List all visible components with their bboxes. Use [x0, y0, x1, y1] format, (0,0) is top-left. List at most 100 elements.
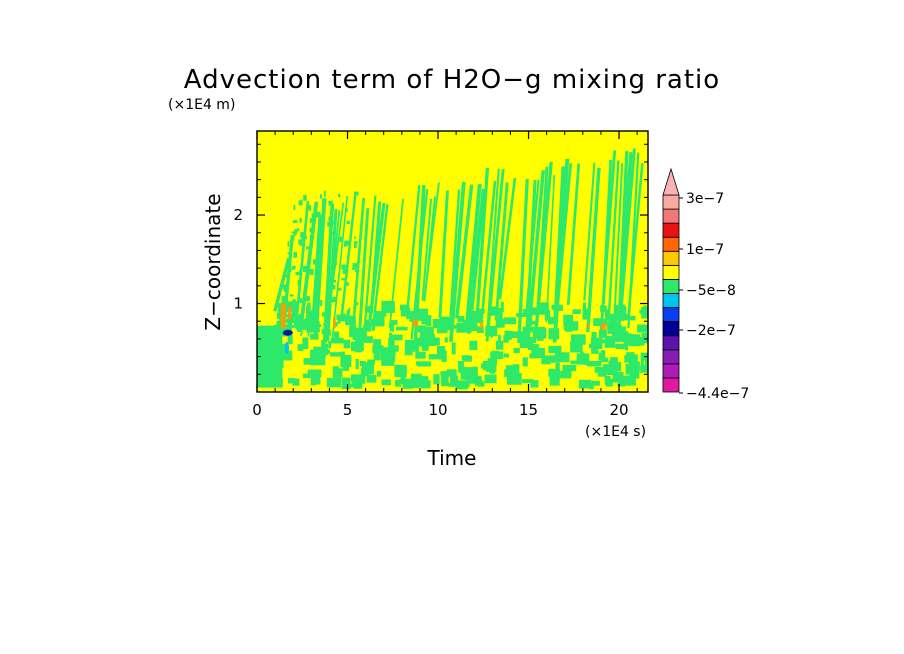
field-cell	[355, 358, 359, 370]
field-cell	[284, 303, 289, 308]
field-cell	[402, 378, 413, 389]
field-cell	[615, 304, 619, 316]
field-cell	[572, 309, 581, 314]
field-cell	[500, 301, 504, 312]
field-cell	[570, 341, 583, 353]
field-cell	[328, 200, 333, 206]
colorbar-segment	[662, 264, 680, 280]
field-streak	[372, 204, 389, 325]
field-cell	[323, 190, 326, 197]
field-cell	[287, 378, 295, 384]
field-cell	[334, 260, 337, 266]
field-streak	[388, 198, 404, 329]
colorbar-segment	[662, 236, 680, 252]
field-cell	[372, 345, 384, 354]
field-cell	[340, 315, 356, 322]
field-cell	[448, 382, 455, 387]
field-cell	[489, 306, 499, 316]
field-streak	[618, 148, 636, 321]
field-cell	[294, 315, 301, 324]
field-cell	[310, 354, 326, 366]
field-cell	[298, 200, 303, 206]
field-cell	[293, 251, 298, 258]
field-streak	[273, 259, 291, 312]
field-cell	[322, 199, 326, 205]
field-cell	[283, 274, 289, 278]
field-cell	[318, 324, 322, 328]
field-cell	[598, 329, 607, 338]
field-streak	[322, 203, 335, 344]
field-cell	[504, 330, 512, 340]
field-cell	[636, 336, 645, 346]
field-cell	[365, 319, 370, 332]
field-cell	[578, 379, 592, 389]
field-cell	[495, 318, 505, 328]
field-cell	[441, 350, 447, 362]
field-cell	[640, 360, 644, 366]
field-cell	[330, 352, 342, 357]
field-cell	[374, 314, 385, 327]
field-cell	[548, 368, 561, 377]
field-cell	[446, 369, 457, 377]
field-cell	[298, 239, 303, 245]
field-cell	[287, 318, 293, 331]
field-cell	[307, 332, 310, 337]
field-streak	[421, 198, 433, 301]
field-cell	[330, 298, 333, 303]
field-cell	[303, 265, 307, 272]
colorbar-label: −4.4e−7	[686, 386, 749, 402]
field-cell	[373, 339, 382, 351]
field-cell	[289, 294, 294, 297]
field-cell	[297, 326, 302, 332]
colorbar-label: −2e−7	[686, 323, 736, 339]
field-cell	[451, 325, 460, 329]
field-cell	[328, 340, 332, 349]
field-cell	[609, 313, 617, 325]
field-cell	[285, 319, 290, 323]
field-streak	[331, 196, 349, 341]
field-streak	[282, 234, 294, 326]
field-cell-positive	[280, 303, 286, 329]
field-cell	[313, 376, 321, 385]
colorbar-segment	[662, 293, 680, 308]
field-cell	[289, 325, 295, 328]
field-cell	[316, 313, 320, 317]
field-cell	[354, 191, 359, 196]
field-streak	[467, 188, 486, 333]
field-cell	[309, 268, 314, 275]
field-cell	[417, 325, 426, 333]
field-cell	[549, 357, 554, 363]
field-cell	[354, 302, 359, 306]
field-cell	[327, 279, 332, 284]
field-cell	[623, 334, 638, 346]
field-streak	[486, 168, 500, 330]
field-cell	[425, 314, 432, 326]
field-cell	[615, 343, 627, 350]
field-cell	[292, 220, 298, 224]
field-cell-positive	[412, 319, 419, 327]
field-streak	[498, 178, 517, 300]
field-cell	[481, 363, 490, 369]
field-cell	[613, 321, 621, 327]
y-axis-title: Z−coordinate	[201, 193, 225, 330]
field-streak	[299, 201, 319, 322]
field-streak	[627, 163, 644, 316]
x-tick-label: 5	[343, 401, 353, 419]
colorbar-segment	[662, 363, 680, 379]
field-cell	[276, 312, 282, 320]
field-cell	[297, 280, 301, 287]
field-cell	[337, 317, 341, 324]
field-cell	[293, 233, 297, 236]
field-cell	[503, 353, 509, 358]
field-cell	[291, 266, 296, 270]
field-cell-positive	[479, 322, 484, 329]
field-cell	[485, 360, 497, 372]
field-streak	[357, 208, 370, 338]
field-cell	[565, 322, 573, 332]
field-cell	[350, 383, 363, 388]
field-cell	[323, 217, 326, 222]
field-cell	[468, 376, 482, 384]
field-cell	[353, 243, 357, 248]
field-cell	[348, 307, 351, 314]
